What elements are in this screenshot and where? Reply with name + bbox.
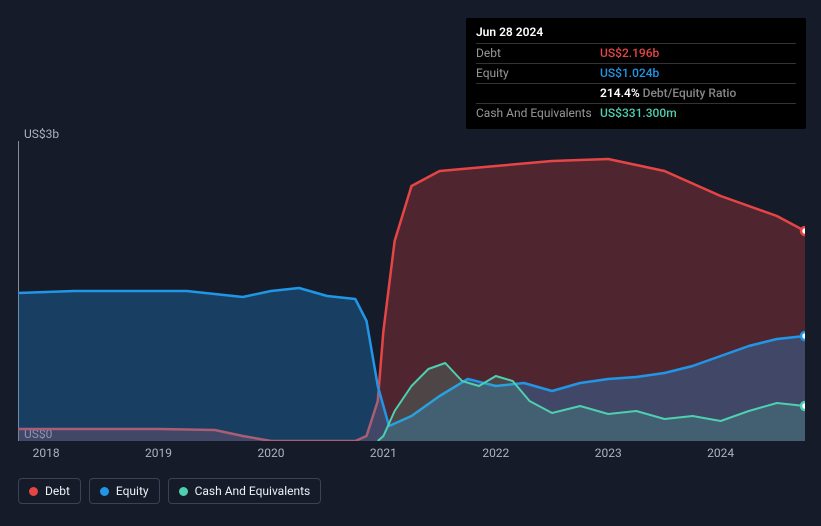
cash-swatch: [179, 487, 188, 496]
x-axis: 2018 2019 2020 2021 2022 2023 2024: [18, 446, 805, 462]
x-axis-label: 2023: [595, 446, 622, 460]
legend-item-label: Debt: [45, 484, 70, 498]
y-axis-label: US$3b: [24, 127, 59, 141]
debt-end-marker: [801, 227, 805, 235]
legend-item-debt[interactable]: Debt: [18, 478, 81, 504]
x-axis-label: 2021: [370, 446, 397, 460]
legend-item-label: Cash And Equivalents: [195, 484, 311, 498]
tooltip-row: Cash And EquivalentsUS$331.300m: [476, 103, 796, 123]
cash-end-marker: [801, 402, 805, 410]
x-axis-label: 2019: [145, 446, 172, 460]
chart-svg: [18, 141, 805, 441]
tooltip-row-value: US$1.024b: [600, 65, 659, 82]
tooltip-row-value: 214.4% Debt/Equity Ratio: [600, 85, 736, 102]
tooltip-row-label: Debt: [476, 45, 600, 62]
x-axis-label: 2018: [33, 446, 60, 460]
tooltip-row: 214.4% Debt/Equity Ratio: [476, 83, 796, 103]
x-axis-label: 2024: [707, 446, 734, 460]
tooltip-row-label: [476, 85, 600, 102]
chart-tooltip: Jun 28 2024 DebtUS$2.196bEquityUS$1.024b…: [466, 18, 806, 129]
tooltip-row: DebtUS$2.196b: [476, 43, 796, 63]
tooltip-row-value: US$331.300m: [600, 105, 677, 122]
equity-end-marker: [801, 332, 805, 340]
tooltip-row-label: Equity: [476, 65, 600, 82]
tooltip-date: Jun 28 2024: [476, 24, 796, 41]
tooltip-row-value: US$2.196b: [600, 45, 659, 62]
legend-item-equity[interactable]: Equity: [89, 478, 160, 504]
chart-plot: [18, 141, 805, 441]
equity-swatch: [100, 487, 109, 496]
legend-item-label: Equity: [116, 484, 149, 498]
x-axis-label: 2020: [257, 446, 284, 460]
tooltip-row: EquityUS$1.024b: [476, 63, 796, 83]
debt-swatch: [29, 487, 38, 496]
x-axis-label: 2022: [482, 446, 509, 460]
chart-legend: Debt Equity Cash And Equivalents: [18, 478, 321, 504]
tooltip-row-label: Cash And Equivalents: [476, 105, 600, 122]
legend-item-cash[interactable]: Cash And Equivalents: [168, 478, 322, 504]
